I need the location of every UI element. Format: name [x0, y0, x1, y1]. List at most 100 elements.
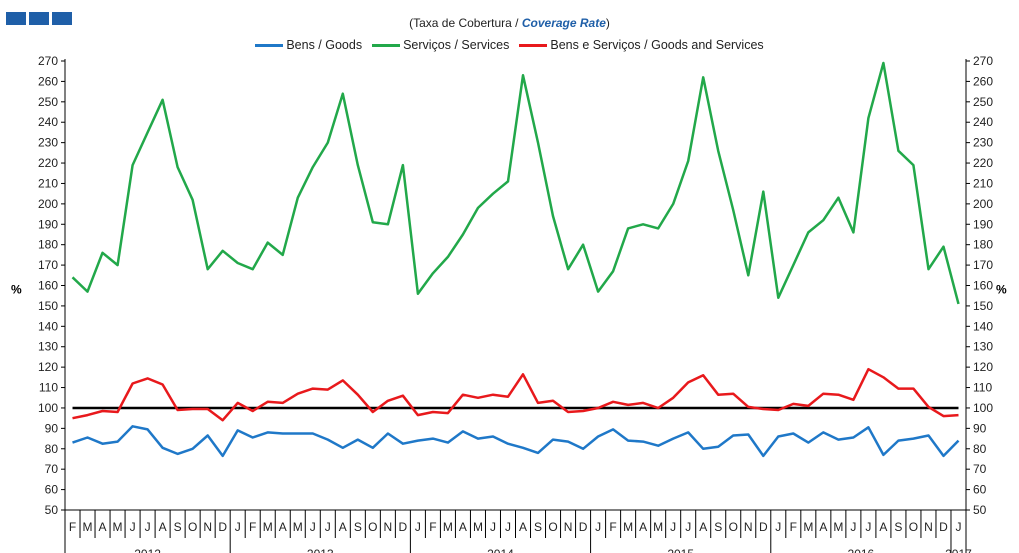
x-tick-label-month: A [99, 520, 107, 534]
y-axis-unit-left: % [11, 283, 22, 297]
x-tick-label-month: J [850, 520, 856, 534]
y-tick-label-right: 230 [973, 136, 993, 150]
x-tick-label-month: J [775, 520, 781, 534]
y-tick-label-left: 120 [38, 360, 58, 374]
y-axis-unit-right: % [996, 283, 1007, 297]
legend-label-services: Serviços / Services [403, 38, 510, 52]
x-tick-label-month: S [534, 520, 542, 534]
legend-item-total: Bens e Serviços / Goods and Services [519, 38, 764, 52]
x-tick-label-month: D [399, 520, 408, 534]
y-tick-label-right: 270 [973, 54, 993, 68]
y-tick-label-left: 170 [38, 258, 58, 272]
y-tick-label-left: 190 [38, 217, 58, 231]
x-tick-label-year: 2015 [667, 547, 694, 553]
y-tick-label-right: 150 [973, 299, 993, 313]
series-line-services [71, 61, 960, 305]
logo [6, 12, 72, 25]
y-tick-label-right: 120 [973, 360, 993, 374]
x-tick-label-month: M [623, 520, 633, 534]
x-tick-label-month: J [415, 520, 421, 534]
chart-title-emphasis: Coverage Rate [521, 16, 606, 30]
y-tick-label-right: 220 [973, 156, 993, 170]
y-tick-label-right: 110 [973, 381, 992, 395]
x-tick-label-month: N [203, 520, 212, 534]
legend-item-goods: Bens / Goods [255, 38, 362, 52]
x-tick-label-month: A [459, 520, 467, 534]
y-tick-label-right: 160 [973, 279, 993, 293]
y-tick-label-left: 160 [38, 279, 58, 293]
y-tick-label-right: 50 [973, 503, 987, 517]
y-tick-label-right: 60 [973, 483, 987, 497]
x-tick-label-month: D [579, 520, 588, 534]
y-tick-label-left: 140 [38, 319, 58, 333]
x-tick-label-month: A [159, 520, 167, 534]
y-tick-label-left: 70 [45, 462, 59, 476]
x-tick-label-month: S [354, 520, 362, 534]
y-tick-label-right: 170 [973, 258, 993, 272]
y-tick-label-left: 270 [38, 54, 58, 68]
y-tick-label-right: 250 [973, 95, 993, 109]
x-tick-label-month: N [564, 520, 573, 534]
y-tick-label-right: 70 [973, 462, 987, 476]
x-tick-label-month: J [310, 520, 316, 534]
x-tick-label-month: O [368, 520, 377, 534]
x-tick-label-month: J [595, 520, 601, 534]
chart-title: (Taxa de Cobertura / Coverage Rate) [0, 16, 1019, 30]
series-line-goods [72, 425, 960, 458]
x-tick-label-month: A [639, 520, 647, 534]
y-tick-label-left: 180 [38, 238, 58, 252]
logo-block [6, 12, 26, 25]
y-tick-label-right: 130 [973, 340, 993, 354]
x-tick-label-month: A [339, 520, 347, 534]
legend-swatch-services [372, 43, 401, 47]
y-tick-label-right: 80 [973, 442, 987, 456]
x-tick-label-month: J [130, 520, 136, 534]
x-tick-label-month: M [443, 520, 453, 534]
x-tick-label-month: A [279, 520, 287, 534]
x-tick-label-month: J [325, 520, 331, 534]
x-tick-label-month: M [653, 520, 663, 534]
series-line-total [72, 367, 959, 422]
y-tick-label-left: 250 [38, 95, 58, 109]
x-tick-label-month: F [429, 520, 436, 534]
x-tick-label-month: N [384, 520, 393, 534]
x-tick-label-month: M [263, 520, 273, 534]
y-tick-label-left: 230 [38, 136, 58, 150]
x-tick-label-month: M [293, 520, 303, 534]
y-tick-label-left: 150 [38, 299, 58, 313]
logo-block [52, 12, 72, 25]
chart-title-prefix: (Taxa de Cobertura / [409, 16, 522, 30]
x-tick-label-month: M [803, 520, 813, 534]
y-tick-label-left: 130 [38, 340, 58, 354]
x-tick-label-month: F [69, 520, 76, 534]
y-tick-label-right: 260 [973, 74, 993, 88]
legend-swatch-goods [255, 43, 284, 47]
legend-item-services: Serviços / Services [372, 38, 509, 52]
legend: Bens / Goods Serviços / Services Bens e … [0, 38, 1019, 52]
y-tick-label-right: 240 [973, 115, 993, 129]
x-tick-label-year: 2017 [945, 547, 972, 553]
y-tick-label-right: 200 [973, 197, 993, 211]
x-tick-label-month: O [548, 520, 557, 534]
y-tick-label-right: 210 [973, 176, 993, 190]
x-tick-label-month: M [473, 520, 483, 534]
x-tick-label-month: M [113, 520, 123, 534]
x-tick-label-month: O [729, 520, 738, 534]
x-tick-label-year: 2014 [487, 547, 514, 553]
legend-swatch-total [519, 43, 548, 47]
x-tick-label-month: J [490, 520, 496, 534]
y-tick-label-left: 60 [45, 483, 59, 497]
y-tick-label-left: 80 [45, 442, 59, 456]
x-tick-label-month: J [145, 520, 151, 534]
x-tick-label-month: S [894, 520, 902, 534]
x-tick-label-month: D [939, 520, 948, 534]
x-tick-label-month: D [218, 520, 227, 534]
y-tick-label-right: 190 [973, 217, 993, 231]
legend-label-total: Bens e Serviços / Goods and Services [550, 38, 764, 52]
x-tick-label-month: J [670, 520, 676, 534]
y-tick-label-left: 260 [38, 74, 58, 88]
x-tick-label-month: A [699, 520, 707, 534]
